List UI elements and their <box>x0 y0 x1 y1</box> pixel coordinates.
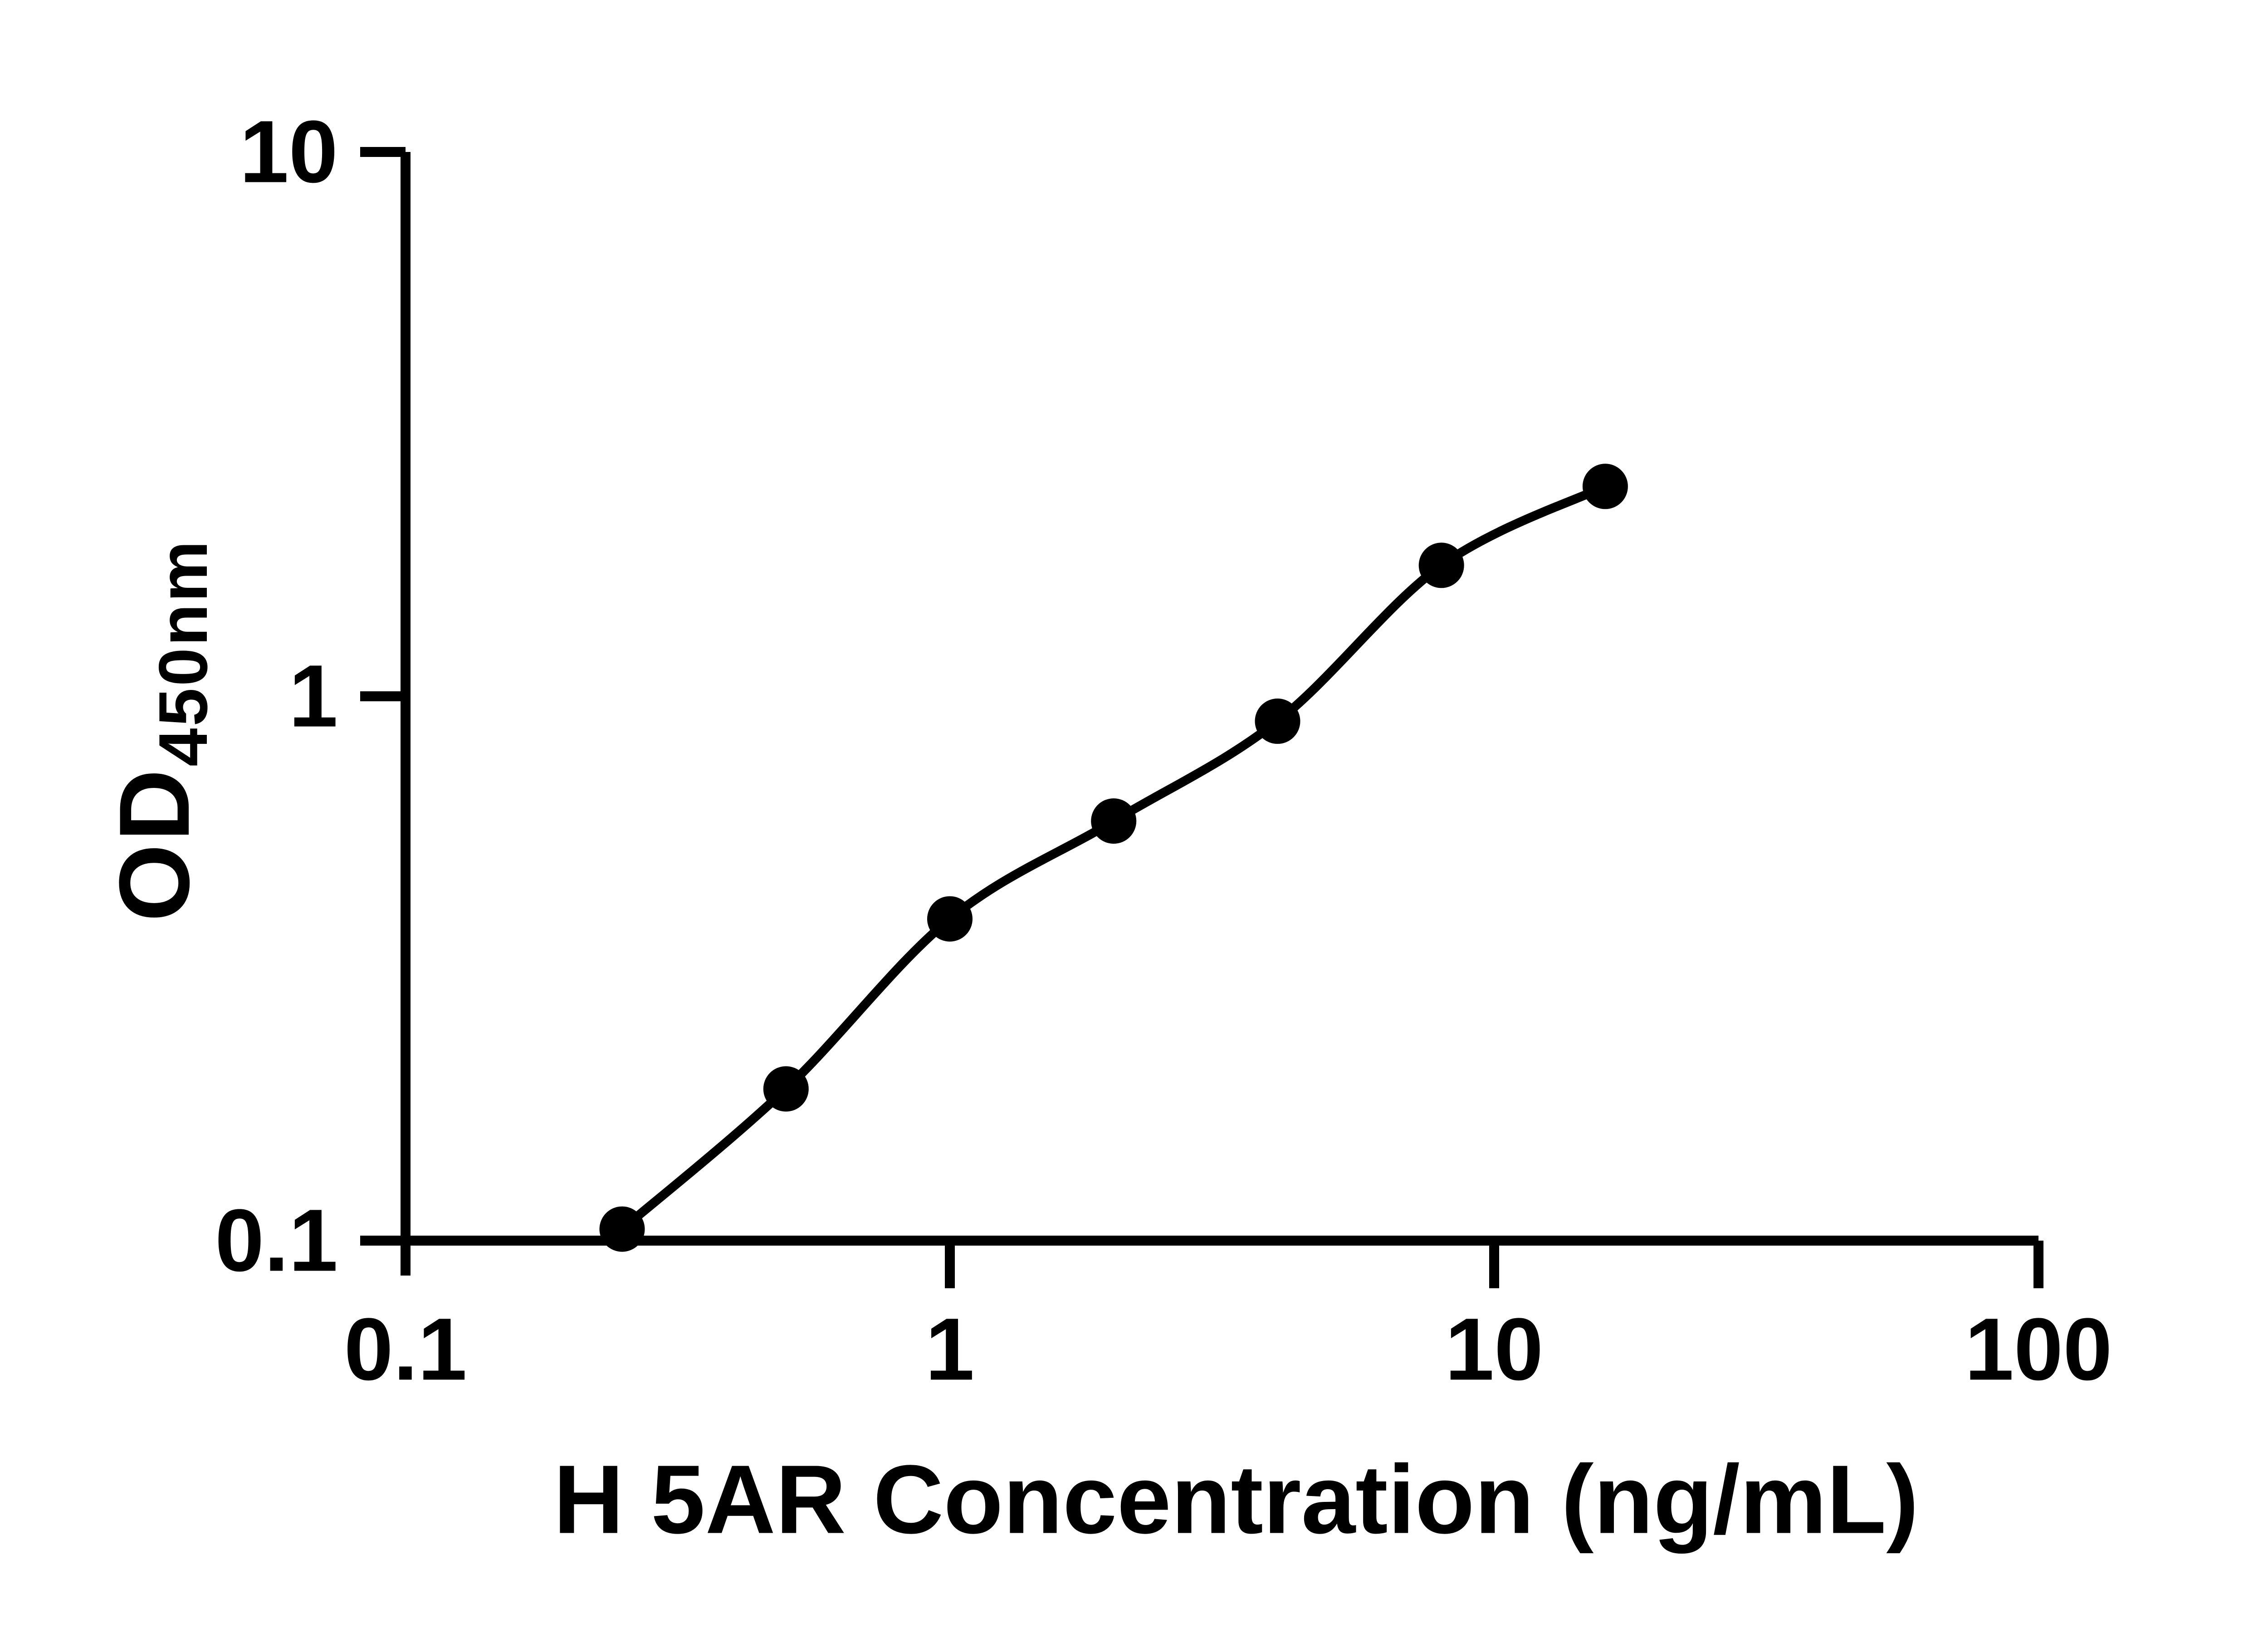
y-axis-title-subscript: 450nm <box>145 539 222 767</box>
data-point-marker <box>1091 798 1137 844</box>
y-tick-label-1: 1 <box>288 646 338 746</box>
y-tick-label-0p1: 0.1 <box>215 1191 338 1290</box>
y-axis-title: OD450nm <box>98 539 222 922</box>
y-tick-label-10: 10 <box>240 102 338 201</box>
standard-curve <box>619 482 1608 1233</box>
standard-curve-line <box>619 482 1608 1233</box>
data-point-marker <box>1582 464 1628 509</box>
data-points <box>599 464 1628 1252</box>
data-point-marker <box>599 1206 645 1252</box>
y-axis-title-main: OD <box>98 766 210 922</box>
x-tick-label-0p1: 0.1 <box>344 1300 467 1399</box>
x-tick-label-100: 100 <box>1965 1300 2112 1399</box>
data-point-marker <box>927 896 973 942</box>
x-axis-title: H 5AR Concentration (ng/mL) <box>553 1444 1919 1554</box>
x-tick-label-1: 1 <box>925 1300 975 1399</box>
axes <box>360 147 2043 1288</box>
data-point-marker <box>1418 543 1464 588</box>
data-point-marker <box>1255 698 1300 744</box>
x-tick-label-10: 10 <box>1445 1300 1544 1399</box>
data-point-marker <box>763 1066 809 1112</box>
